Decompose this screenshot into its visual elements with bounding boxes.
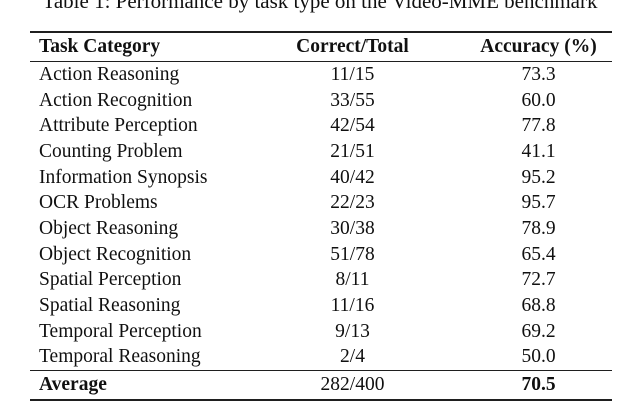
correct-total-cell: 9/13 xyxy=(335,320,370,342)
accuracy-cell: 69.2 xyxy=(521,320,556,342)
table-row: Action Reasoning 11/15 73.3 xyxy=(30,62,612,88)
accuracy-cell: 78.9 xyxy=(521,217,556,239)
correct-total-cell: 11/15 xyxy=(330,63,375,85)
task-category-cell: Counting Problem xyxy=(39,140,183,162)
table-row: Object Recognition 51/78 65.4 xyxy=(30,242,612,268)
correct-total-cell: 21/51 xyxy=(330,140,375,162)
table-row: Spatial Perception 8/11 72.7 xyxy=(30,268,612,294)
correct-total-cell: 11/16 xyxy=(330,295,375,317)
header-row: Task Category Correct/Total Accuracy (%) xyxy=(30,32,612,62)
header-correct-total: Correct/Total xyxy=(296,36,409,57)
task-category-cell: Object Recognition xyxy=(39,243,192,265)
table-row: Attribute Perception 42/54 77.8 xyxy=(30,113,612,139)
task-category-cell: Spatial Perception xyxy=(39,269,182,291)
table-row: Information Synopsis 40/42 95.2 xyxy=(30,165,612,191)
accuracy-cell: 77.8 xyxy=(521,115,556,137)
correct-total-cell: 2/4 xyxy=(340,346,365,368)
table-row: Spatial Reasoning 11/16 68.8 xyxy=(30,293,612,319)
table-row: Counting Problem 21/51 41.1 xyxy=(30,139,612,165)
table-row: Temporal Perception 9/13 69.2 xyxy=(30,319,612,345)
accuracy-cell: 50.0 xyxy=(521,346,556,368)
table-row: Action Recognition 33/55 60.0 xyxy=(30,88,612,114)
average-correct-total: 282/400 xyxy=(320,374,385,396)
table-row: OCR Problems 22/23 95.7 xyxy=(30,190,612,216)
table-row: Temporal Reasoning 2/4 50.0 xyxy=(30,345,612,371)
performance-table: Task Category Correct/Total Accuracy (%)… xyxy=(30,31,612,402)
correct-total-cell: 30/38 xyxy=(330,217,375,239)
accuracy-cell: 72.7 xyxy=(521,269,556,291)
accuracy-cell: 95.7 xyxy=(521,192,556,214)
correct-total-cell: 42/54 xyxy=(330,115,375,137)
header-task-category: Task Category xyxy=(39,36,161,57)
average-accuracy: 70.5 xyxy=(521,374,556,396)
table-row: Object Reasoning 30/38 78.9 xyxy=(30,216,612,242)
table-body: Action Reasoning 11/15 73.3 Action Recognit… xyxy=(30,62,612,371)
correct-total-cell: 51/78 xyxy=(330,243,375,265)
accuracy-cell: 65.4 xyxy=(521,243,556,265)
task-category-cell: Action Recognition xyxy=(39,89,193,111)
average-row: Average 282/400 70.5 xyxy=(30,370,612,401)
task-category-cell: Spatial Reasoning xyxy=(39,295,181,317)
accuracy-cell: 60.0 xyxy=(521,89,556,111)
correct-total-cell: 8/11 xyxy=(335,269,370,291)
task-category-cell: Action Reasoning xyxy=(39,63,180,85)
task-category-cell: OCR Problems xyxy=(39,192,158,214)
correct-total-cell: 33/55 xyxy=(330,89,375,111)
correct-total-cell: 40/42 xyxy=(330,166,375,188)
table-caption: Table 1: Performance by task type on the… xyxy=(42,0,598,13)
task-category-cell: Object Reasoning xyxy=(39,217,179,239)
average-label: Average xyxy=(39,374,107,396)
task-category-cell: Attribute Perception xyxy=(39,115,198,137)
task-category-cell: Temporal Perception xyxy=(39,320,202,342)
task-category-cell: Temporal Reasoning xyxy=(39,346,201,368)
accuracy-cell: 73.3 xyxy=(521,63,556,85)
task-category-cell: Information Synopsis xyxy=(39,166,208,188)
correct-total-cell: 22/23 xyxy=(330,192,375,214)
accuracy-cell: 41.1 xyxy=(521,140,556,162)
header-accuracy: Accuracy (%) xyxy=(480,36,597,57)
accuracy-cell: 68.8 xyxy=(521,295,556,317)
accuracy-cell: 95.2 xyxy=(521,166,556,188)
